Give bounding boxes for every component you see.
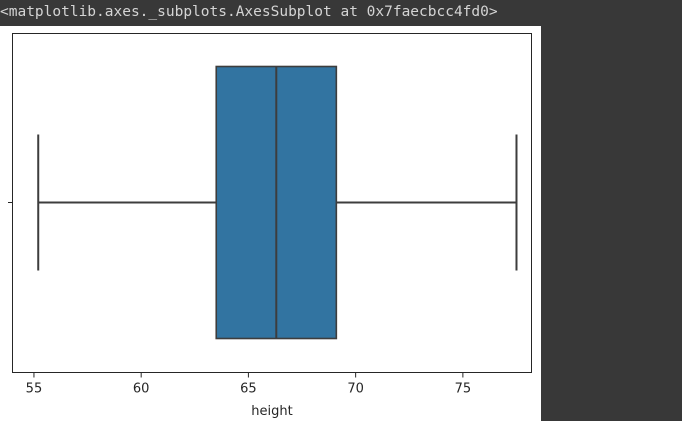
x-tick-label: 75 bbox=[455, 382, 472, 397]
boxplot-figure: 55 60 65 70 75 height bbox=[0, 26, 541, 421]
cell-output-repr: <matplotlib.axes._subplots.AxesSubplot a… bbox=[0, 4, 498, 20]
boxplot-chart: 55 60 65 70 75 height bbox=[8, 33, 532, 419]
x-tick-label: 60 bbox=[133, 382, 150, 397]
x-axis-label: height bbox=[251, 404, 292, 419]
x-tick-label: 55 bbox=[26, 382, 43, 397]
x-tick-label: 65 bbox=[240, 382, 257, 397]
x-tick-label: 70 bbox=[347, 382, 364, 397]
